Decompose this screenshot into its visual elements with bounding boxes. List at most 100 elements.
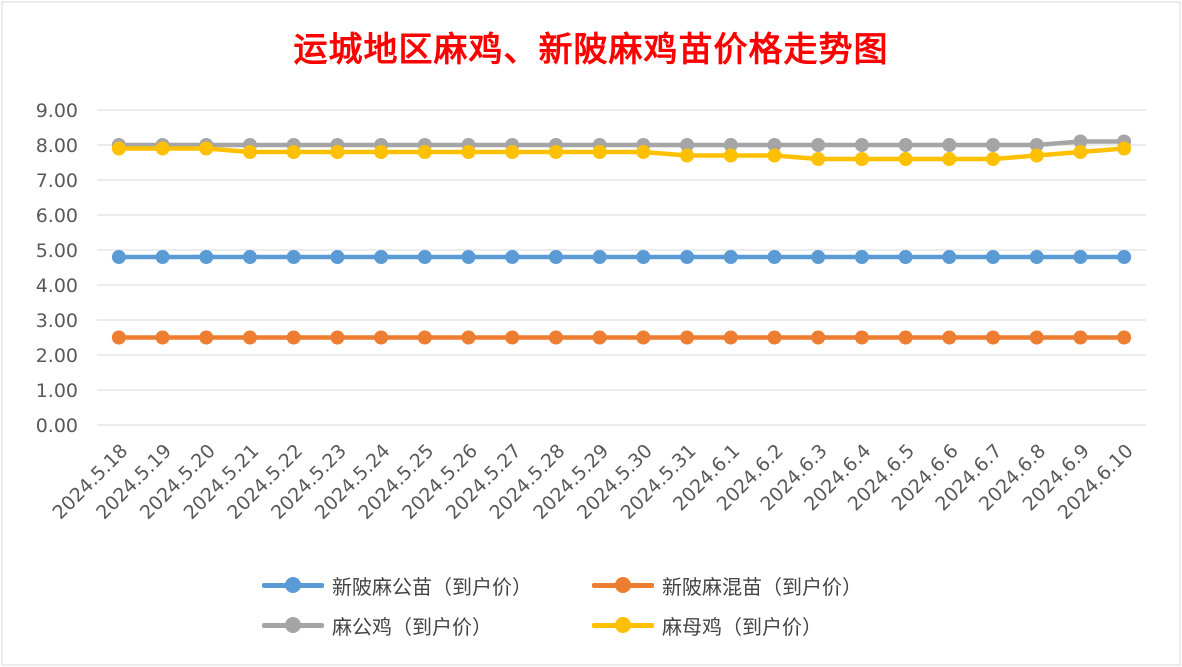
data-point [1029,330,1044,345]
data-point [111,330,126,345]
data-point [374,145,389,159]
data-point [461,250,476,264]
data-point [242,145,257,159]
data-point [242,330,257,345]
data-point [505,330,520,345]
data-point [898,152,913,166]
data-point [1117,330,1132,345]
data-point [680,250,695,264]
data-point [461,145,476,159]
data-point [155,141,170,156]
data-point [505,145,520,159]
data-point [811,138,826,152]
series-line-4 [116,146,1127,162]
data-point [854,138,869,152]
data-point [1029,148,1044,163]
data-point [767,330,782,345]
y-tick-label: 3.00 [36,310,78,332]
data-point [548,250,563,264]
data-point [199,330,214,345]
data-point [986,138,1001,152]
data-point [155,250,170,264]
y-tick-label: 4.00 [36,275,78,297]
legend-swatch [592,575,654,595]
legend-label: 麻公鸡（到户价） [332,614,492,639]
data-point [898,250,913,264]
y-tick-label: 5.00 [36,240,78,262]
data-point [330,145,345,159]
data-point [417,145,432,159]
data-point [680,138,695,152]
data-point [680,148,695,163]
data-point [1117,141,1132,156]
y-tick-label: 0.00 [36,415,78,437]
data-point [636,250,651,264]
legend-label: 新陂麻混苗（到户价） [662,574,862,599]
legend-label: 新陂麻公苗（到户价） [332,574,532,599]
y-tick-label: 8.00 [36,135,78,157]
data-point [592,330,607,345]
data-point [111,250,126,264]
data-point [811,330,826,345]
data-point [1073,250,1088,264]
data-point [767,250,782,264]
legend-item-series-2: 新陂麻混苗（到户价） [592,571,922,600]
data-point [723,250,738,264]
data-point [942,330,957,345]
data-point [767,138,782,152]
chart-title: 运城地区麻鸡、新陂麻鸡苗价格走势图 [293,30,889,70]
data-point [854,330,869,345]
data-point [548,330,563,345]
data-point [986,330,1001,345]
data-point [592,250,607,264]
data-point [1073,145,1088,159]
data-point [155,330,170,345]
data-point [505,250,520,264]
data-point [1073,134,1088,149]
data-point [417,250,432,264]
data-point [723,330,738,345]
legend-swatch [262,575,324,595]
data-point [199,141,214,156]
data-point [680,330,695,345]
legend: 新陂麻公苗（到户价） 新陂麻混苗（到户价） 麻公鸡（到户价） 麻母鸡（到户价） [262,565,962,645]
data-point [242,250,257,264]
data-point [636,145,651,159]
data-point [330,250,345,264]
legend-item-series-3: 麻公鸡（到户价） [262,611,592,640]
legend-swatch [592,615,654,635]
y-tick-label: 9.00 [36,100,78,122]
data-point [811,152,826,166]
data-point [723,148,738,163]
data-point [1029,138,1044,152]
legend-swatch [262,615,324,635]
data-point [723,138,738,152]
series-line-3 [116,139,1127,148]
data-point [374,250,389,264]
data-point [1029,250,1044,264]
data-point [854,152,869,166]
data-point [548,145,563,159]
data-point [942,138,957,152]
y-tick-label: 1.00 [36,380,78,402]
data-point [767,148,782,163]
data-point [330,330,345,345]
data-point [199,250,214,264]
data-point [811,250,826,264]
data-point [898,330,913,345]
data-point [942,152,957,166]
data-point [374,330,389,345]
legend-item-series-1: 新陂麻公苗（到户价） [262,571,592,600]
data-point [111,141,126,156]
data-point [592,145,607,159]
data-point [854,250,869,264]
data-point [286,145,301,159]
data-point [636,330,651,345]
data-point [986,250,1001,264]
data-point [986,152,1001,166]
data-point [898,138,913,152]
data-point [942,250,957,264]
data-point [461,330,476,345]
